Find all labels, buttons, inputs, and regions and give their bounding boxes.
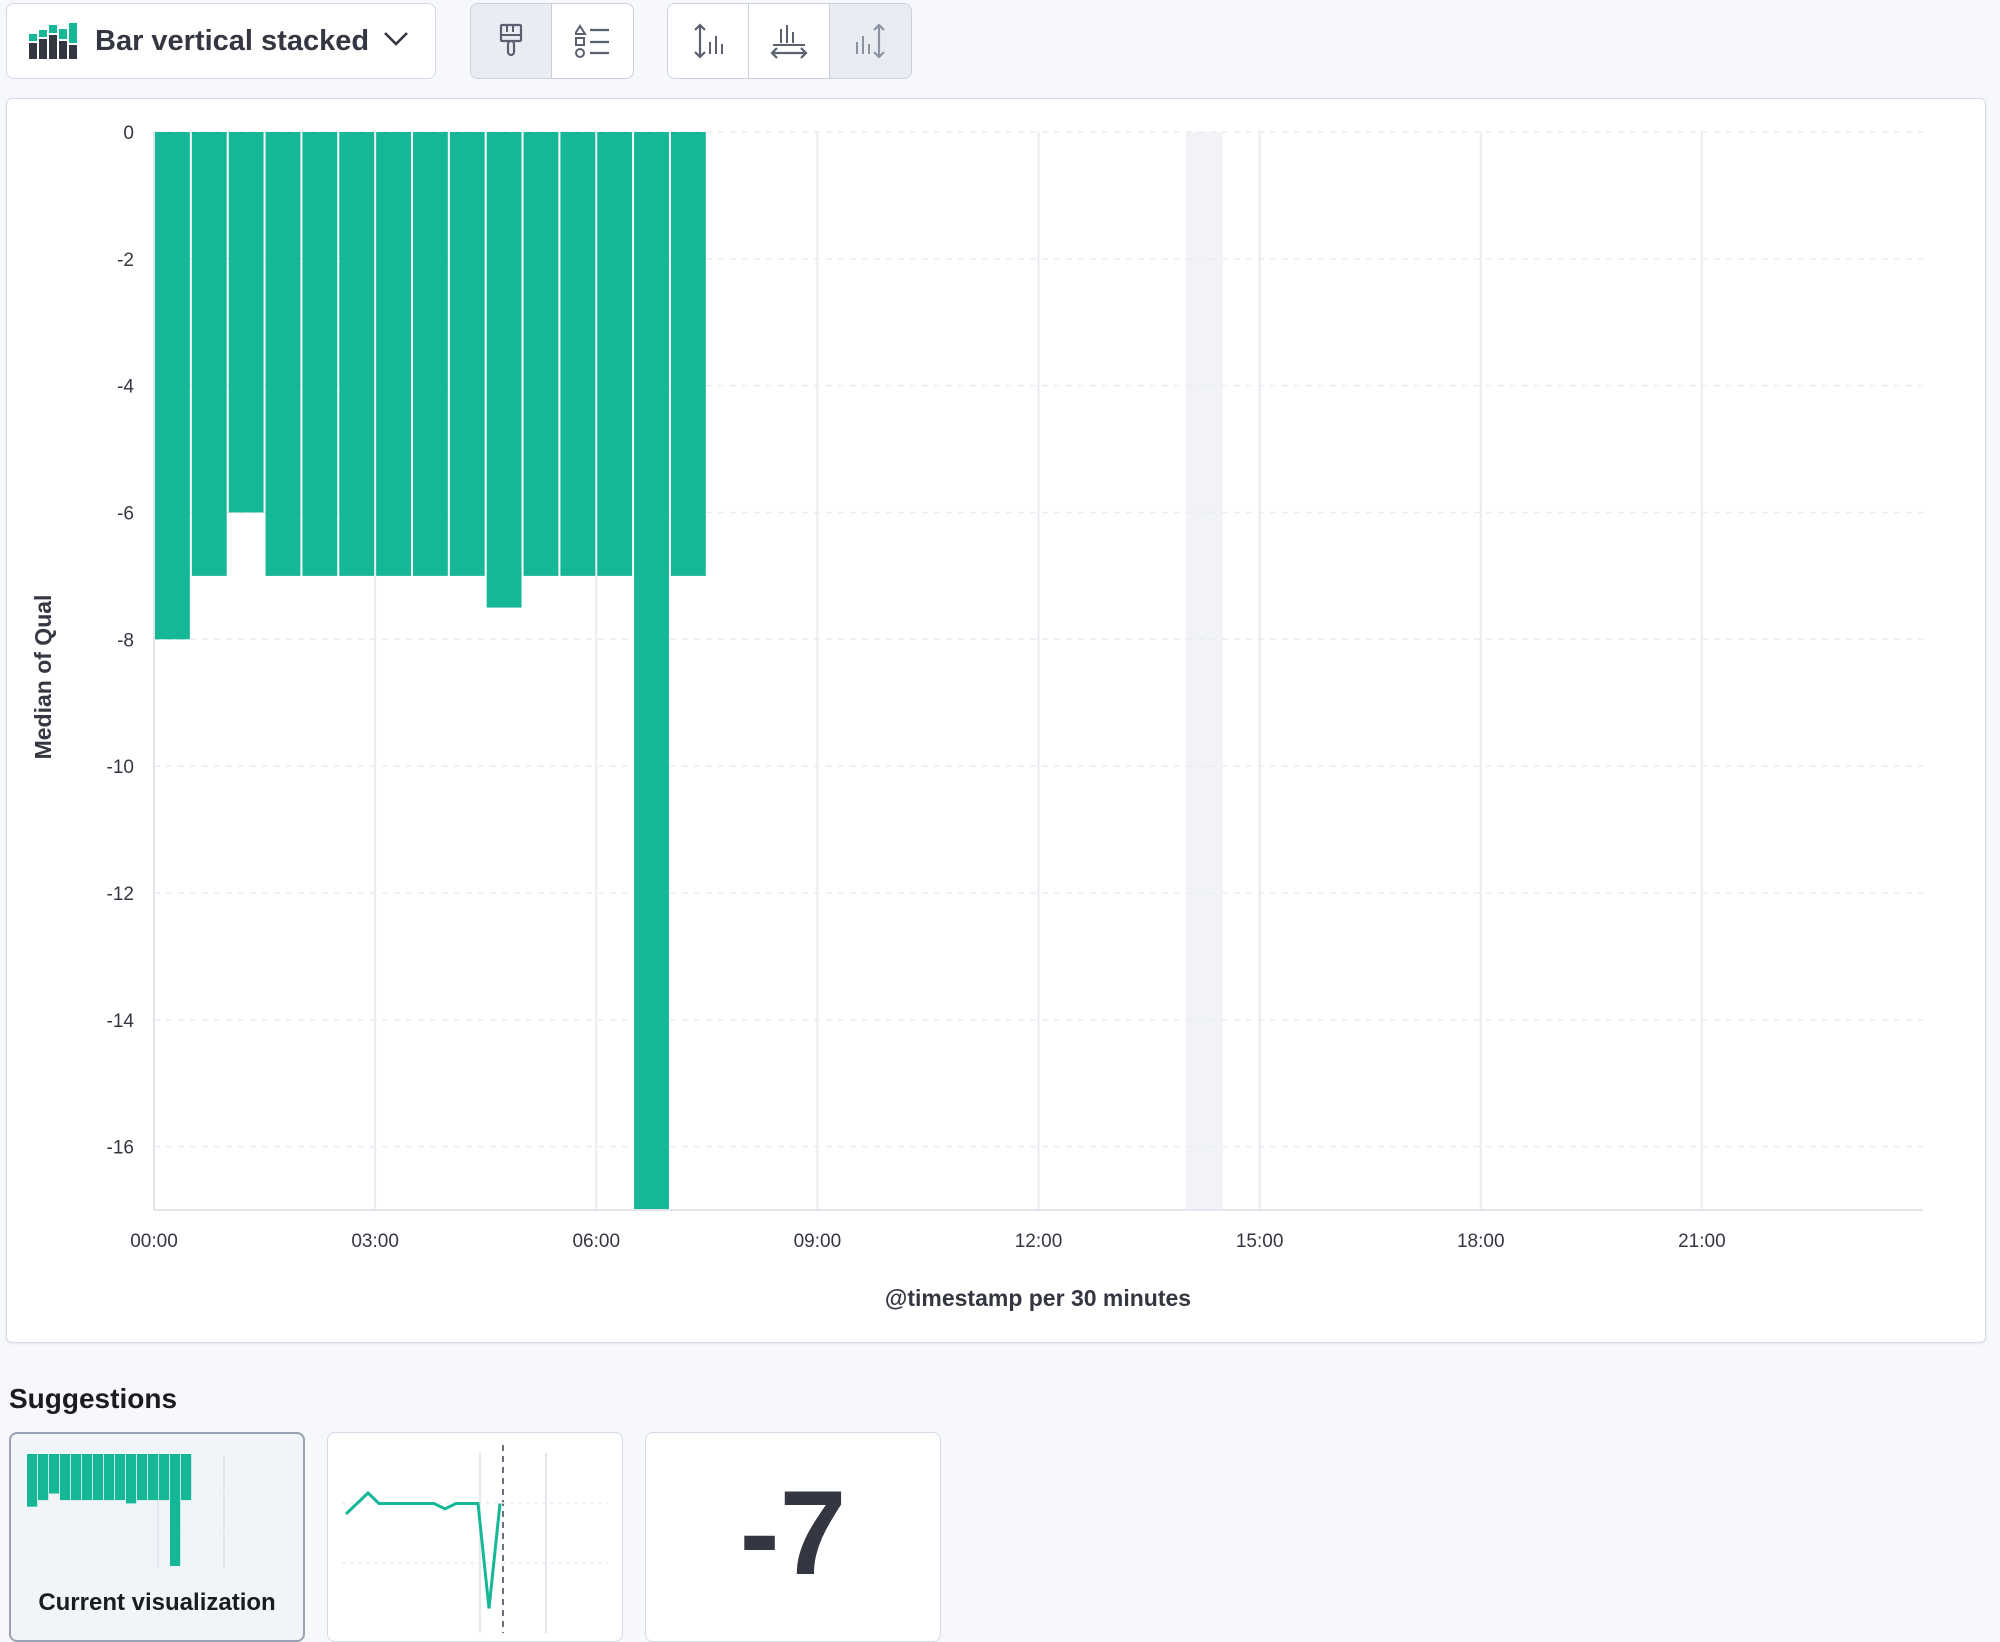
y-axis-title: Median of Qual [30, 595, 56, 760]
suggestion-metric[interactable]: -7 [645, 1432, 941, 1642]
bar-0400[interactable] [449, 132, 485, 576]
suggestion-current-visualization[interactable]: Current visualization [9, 1432, 305, 1642]
y-tick-label: -4 [117, 377, 134, 398]
y-tick-label: -10 [107, 757, 134, 778]
thumb-bar [71, 1454, 82, 1501]
thumb-bar [181, 1454, 192, 1501]
bottom-axis-button[interactable] [749, 4, 830, 78]
thumb-bar [148, 1454, 159, 1501]
thumb-bar [159, 1454, 170, 1501]
bar-0530[interactable] [560, 132, 596, 576]
suggestion-line-chart[interactable] [327, 1432, 623, 1642]
right-axis-button[interactable] [830, 4, 911, 78]
axis-settings-group [667, 3, 912, 79]
y-tick-label: -16 [107, 1138, 134, 1159]
highlight-band [1185, 132, 1223, 1210]
suggestion-line-thumbnail [342, 1445, 608, 1633]
bar-0700[interactable] [670, 132, 706, 576]
x-tick-label: 00:00 [130, 1231, 178, 1252]
thumb-bar [170, 1454, 181, 1566]
chevron-down-icon [384, 32, 408, 46]
bar-0630[interactable] [634, 132, 669, 1210]
suggestion-bar-thumbnail [27, 1454, 289, 1569]
thumb-bar [38, 1454, 49, 1501]
y-tick-label: -14 [107, 1011, 135, 1032]
bar-chart-icon [29, 23, 77, 59]
bottom-axis-icon [770, 25, 808, 59]
chart-type-label: Bar vertical stacked [95, 24, 370, 57]
bar-0030[interactable] [191, 132, 227, 576]
bar-0200[interactable] [302, 132, 338, 576]
bar-0600[interactable] [597, 132, 633, 576]
bar-0230[interactable] [339, 132, 375, 576]
bar-0430[interactable] [486, 132, 522, 608]
y-tick-label: -8 [117, 630, 134, 651]
legend-button[interactable] [552, 4, 633, 78]
thumb-bar [93, 1454, 104, 1501]
y-tick-label: 0 [123, 123, 134, 144]
paintbrush-icon [499, 23, 523, 57]
chart-type-switcher[interactable]: Bar vertical stacked [6, 3, 436, 79]
x-axis-title: @timestamp per 30 minutes [885, 1285, 1191, 1311]
left-axis-icon [694, 23, 723, 59]
bar-chart: 0 -2 -4 -6 -8 -10 -12 -14 -16 00:00 03:00 06:00 09:0… [30, 123, 1923, 1311]
suggestions-title: Suggestions [9, 1383, 178, 1414]
visual-options-button[interactable] [471, 4, 552, 78]
x-tick-label: 15:00 [1236, 1231, 1284, 1252]
thumb-bar [49, 1454, 60, 1494]
thumb-bar [115, 1454, 126, 1501]
right-axis-icon [855, 23, 885, 59]
bar-0100[interactable] [228, 132, 264, 513]
thumb-bar [82, 1454, 93, 1501]
x-tick-label: 18:00 [1457, 1231, 1505, 1252]
x-tick-label: 21:00 [1678, 1231, 1726, 1252]
x-tick-label: 06:00 [572, 1231, 620, 1252]
style-legend-group [470, 3, 634, 79]
bar-0130[interactable] [265, 132, 301, 576]
y-tick-label: -12 [107, 884, 134, 905]
suggestion-metric-value: -7 [739, 1466, 847, 1600]
suggestion-current-label: Current visualization [38, 1589, 276, 1616]
thumb-bar [60, 1454, 71, 1501]
legend-icon [574, 24, 609, 58]
x-tick-label: 09:00 [794, 1231, 842, 1252]
y-tick-label: -6 [117, 503, 134, 524]
y-tick-label: -2 [117, 250, 134, 271]
bar-0330[interactable] [412, 132, 448, 576]
bar-0300[interactable] [376, 132, 411, 576]
bar-0500[interactable] [523, 132, 559, 576]
thumb-bar [126, 1454, 137, 1504]
x-tick-label: 12:00 [1015, 1231, 1063, 1252]
thumb-bar [137, 1454, 148, 1501]
x-tick-label: 03:00 [351, 1231, 399, 1252]
thumb-bar [104, 1454, 115, 1501]
thumb-bar [27, 1454, 38, 1507]
left-axis-button[interactable] [668, 4, 749, 78]
bar-0000[interactable] [155, 132, 190, 640]
chart-panel: 0 -2 -4 -6 -8 -10 -12 -14 -16 00:00 03:00 06:00 09:0… [6, 98, 1986, 1343]
